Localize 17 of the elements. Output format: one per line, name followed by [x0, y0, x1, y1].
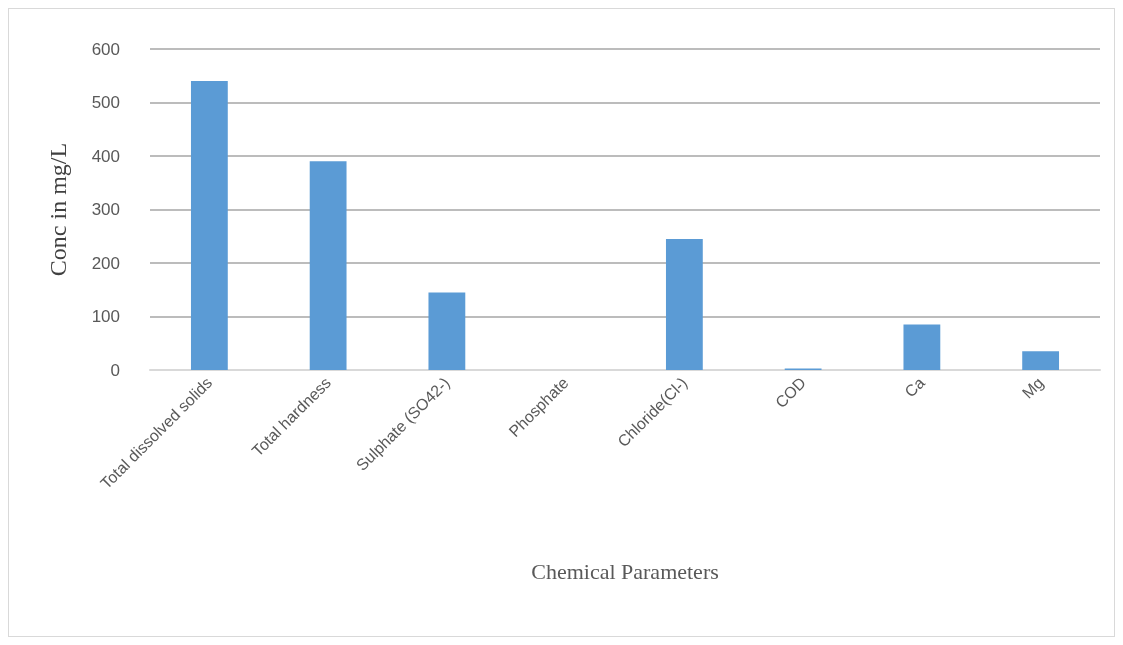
bar: [190, 81, 228, 370]
y-tick-label: 400: [91, 146, 120, 166]
y-tick-label: 100: [91, 307, 120, 326]
x-tick-label: Mg: [1018, 373, 1047, 402]
x-tick-label: Ca: [901, 373, 928, 401]
y-tick-label: 300: [91, 200, 120, 219]
bar: [428, 292, 466, 370]
bar: [903, 324, 941, 370]
bar: [309, 161, 347, 370]
y-tick-label: 500: [91, 93, 120, 112]
bar: [1022, 351, 1060, 370]
y-tick-label: 0: [110, 360, 120, 380]
bar: [665, 238, 703, 370]
x-axis-title: Chemical Parameters: [531, 558, 719, 584]
y-tick-label: 600: [91, 39, 120, 59]
y-axis-title: Conc in mg/L: [45, 142, 71, 277]
y-tick-label: 200: [91, 253, 120, 273]
